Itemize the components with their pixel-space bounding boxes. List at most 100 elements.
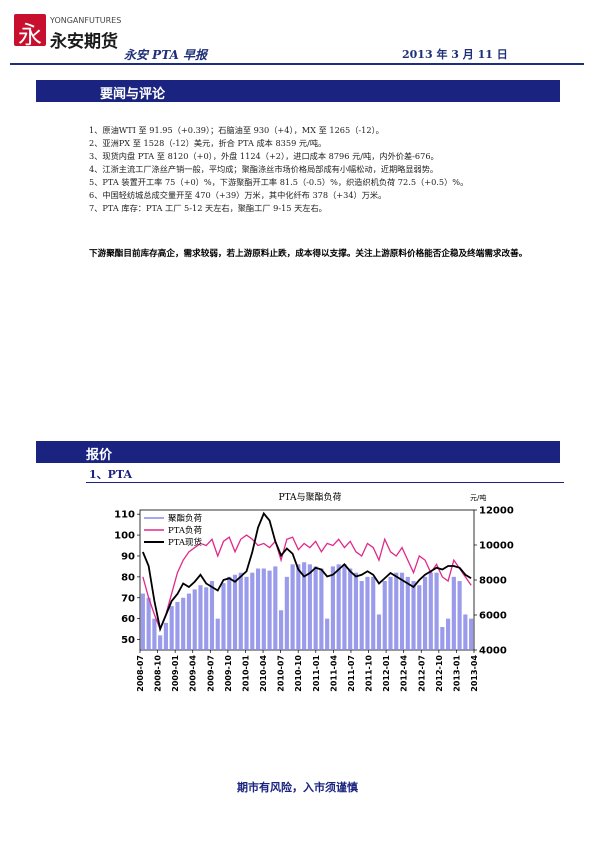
subsection-divider <box>86 482 564 483</box>
bar-polyester-load <box>146 597 151 650</box>
x-axis-tick-label: 2013-01 <box>452 655 461 692</box>
y-axis-tick-label: 100 <box>114 531 135 542</box>
bar-polyester-load <box>382 581 387 650</box>
bar-polyester-load <box>198 585 203 650</box>
bar-polyester-load <box>186 593 192 650</box>
news-item: 5、PTA 装置开工率 75（+0）%，下游聚酯开工率 81.5（-0.5）%，… <box>89 177 469 187</box>
bar-polyester-load <box>261 568 266 650</box>
section-bar-quote: 报价 <box>36 441 560 463</box>
logo-english-name: YONGANFUTURES <box>50 16 122 25</box>
bar-polyester-load <box>313 566 318 650</box>
bar-polyester-load <box>342 564 347 650</box>
news-item: 3、现货内盘 PTA 至 8120（+0），外盘 1124（+2），进口成本 8… <box>89 151 439 161</box>
bar-polyester-load <box>365 576 370 650</box>
bar-polyester-load <box>192 589 197 650</box>
bar-polyester-load <box>273 566 278 650</box>
x-axis-tick-label: 2009-10 <box>224 655 233 692</box>
x-axis-tick-label: 2011-04 <box>329 655 338 692</box>
bar-polyester-load <box>204 587 209 650</box>
y-axis-tick-label: 70 <box>121 593 135 604</box>
bar-polyester-load <box>336 564 341 650</box>
section-title-quote: 报价 <box>86 448 113 463</box>
bar-polyester-load <box>255 568 261 650</box>
bar-polyester-load <box>181 597 186 650</box>
bar-polyester-load <box>440 627 445 650</box>
header-divider <box>10 63 584 65</box>
report-date: 2013 年 3 月 11 日 <box>402 48 508 61</box>
bar-polyester-load <box>422 576 428 650</box>
x-axis-tick-label: 2010-10 <box>294 655 303 692</box>
bar-polyester-load <box>376 614 382 650</box>
x-axis-tick-label: 2012-01 <box>382 655 391 692</box>
news-item: 2、亚洲PX 至 1528（-12）美元，折合 PTA 成本 8359 元/吨。 <box>89 138 327 148</box>
x-axis-tick-label: 2010-01 <box>241 655 250 692</box>
bar-polyester-load <box>302 562 307 650</box>
bar-polyester-load <box>296 564 301 650</box>
y-axis-tick-label: 60 <box>121 614 135 625</box>
y-axis-tick-label: 110 <box>114 510 135 521</box>
logo-chinese-name: 永安期货 <box>50 32 118 52</box>
bar-polyester-load <box>244 576 249 650</box>
bar-polyester-load <box>232 574 238 650</box>
y2-axis-tick-label: 4000 <box>479 646 507 657</box>
x-axis-tick-label: 2009-01 <box>171 655 180 692</box>
bar-polyester-load <box>411 581 416 650</box>
bar-polyester-load <box>209 581 215 650</box>
bar-polyester-load <box>175 601 180 650</box>
bar-polyester-load <box>140 593 145 650</box>
bar-polyester-load <box>250 572 255 650</box>
x-axis-tick-label: 2012-07 <box>417 655 426 692</box>
bar-polyester-load <box>359 581 364 650</box>
bar-polyester-load <box>457 581 462 650</box>
legend-label: PTA负荷 <box>168 525 203 536</box>
bar-polyester-load <box>319 568 324 650</box>
x-axis-tick-label: 2011-10 <box>365 655 374 692</box>
x-axis-tick-label: 2013-04 <box>470 655 479 692</box>
logo-seal-icon: 永 <box>14 14 46 49</box>
bar-polyester-load <box>290 564 295 650</box>
bar-polyester-load <box>399 572 405 650</box>
news-item: 4、江浙主流工厂涤丝产销一般，平均成；聚酯涤丝市场价格局部成有小幅松动，近期略显… <box>89 164 439 174</box>
chart-right-axis-unit: 元/吨 <box>470 493 486 502</box>
bar-polyester-load <box>215 618 220 650</box>
y2-axis-tick-label: 10000 <box>479 541 514 552</box>
bar-polyester-load <box>227 576 232 650</box>
bar-polyester-load <box>330 566 335 650</box>
x-axis-tick-label: 2010-04 <box>259 655 268 692</box>
bar-polyester-load <box>325 618 330 650</box>
bar-polyester-load <box>428 572 433 650</box>
y2-axis-tick-label: 12000 <box>479 506 514 517</box>
x-axis-tick-label: 2011-07 <box>347 655 356 692</box>
section-bar-news: 要闻与评论 <box>36 80 560 102</box>
bar-polyester-load <box>152 618 157 650</box>
bar-polyester-load <box>417 585 422 650</box>
bar-polyester-load <box>267 570 272 650</box>
line-pta-load <box>142 534 472 631</box>
bar-polyester-load <box>371 576 376 650</box>
y-axis-tick-label: 90 <box>121 551 135 562</box>
market-summary: 下游聚酯目前库存高企，需求较弱，若上游原料止跌，成本得以支撑。关注上游原料价格能… <box>89 249 528 259</box>
x-axis-tick-label: 2012-10 <box>435 655 444 692</box>
bar-polyester-load <box>307 564 312 650</box>
bar-polyester-load <box>284 576 289 650</box>
bar-polyester-load <box>434 572 439 650</box>
section-title-news: 要闻与评论 <box>100 87 166 102</box>
pta-polyester-load-chart: PTA与聚酯负荷 元/吨 50 60 70 80 90 100 110 4000 6000 800… <box>114 491 514 692</box>
x-axis-tick-label: 2008-10 <box>154 655 163 692</box>
x-axis-tick-label: 2012-04 <box>400 655 409 692</box>
x-axis-tick-label: 2010-07 <box>277 655 286 692</box>
subsection-title-pta: 1、PTA <box>89 468 133 481</box>
news-item: 7、PTA 库存：PTA 工厂 5-12 天左右，聚酯工厂 9-15 天左右。 <box>89 203 327 213</box>
news-item: 6、中国轻纺城总成交量开至 470（+39）万米，其中化纤布 378（+34）万… <box>89 190 387 200</box>
x-axis-tick-label: 2009-07 <box>206 655 215 692</box>
legend-label: 聚酯负荷 <box>168 513 203 524</box>
report-title: 永安 PTA 早报 <box>124 48 207 62</box>
x-axis-tick-label: 2008-07 <box>136 655 145 692</box>
bar-polyester-load <box>446 618 451 650</box>
bar-polyester-load <box>469 618 474 650</box>
risk-warning-footer: 期市有风险，入市须谨慎 <box>237 781 358 794</box>
y-axis-tick-label: 80 <box>121 572 135 583</box>
bar-polyester-load <box>163 622 168 650</box>
bar-polyester-load <box>348 568 353 650</box>
bar-polyester-load <box>158 635 163 650</box>
